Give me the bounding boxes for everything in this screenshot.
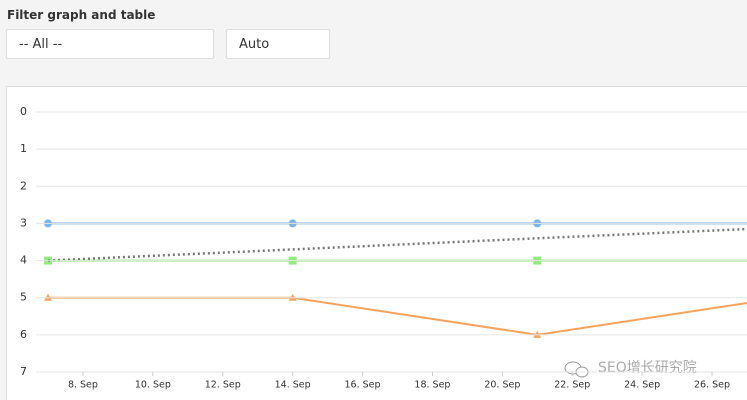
x-tick-label: 12. Sep [205,380,241,391]
period-select[interactable]: Auto [226,29,330,59]
y-tick-label: 3 [20,216,27,229]
series-line [48,296,747,336]
y-tick-label: 1 [20,142,27,155]
series-line [47,227,747,262]
x-tick-label: 14. Sep [275,380,311,391]
x-tick-label: 20. Sep [484,380,520,391]
group-select[interactable]: -- All -- [6,29,214,59]
y-tick-label: 2 [20,179,27,192]
y-tick-label: 4 [20,254,27,267]
y-tick-label: 6 [20,328,27,341]
x-tick-label: 24. Sep [624,380,660,391]
filter-title: Filter graph and table [7,8,156,22]
x-tick-label: 10. Sep [135,380,171,391]
x-tick-label: 16. Sep [345,380,381,391]
x-tick-label: 26. Sep [694,380,730,391]
wechat-icon [564,361,589,378]
x-tick-label: 8. Sep [68,380,98,391]
y-tick-label: 5 [20,291,27,304]
watermark: SEO增长研究院 [598,360,697,376]
x-tick-label: 18. Sep [414,380,450,391]
y-tick-label: 0 [20,105,27,118]
x-tick-label: 22. Sep [554,380,590,391]
chart-panel [6,86,747,400]
y-tick-label: 7 [20,365,27,378]
